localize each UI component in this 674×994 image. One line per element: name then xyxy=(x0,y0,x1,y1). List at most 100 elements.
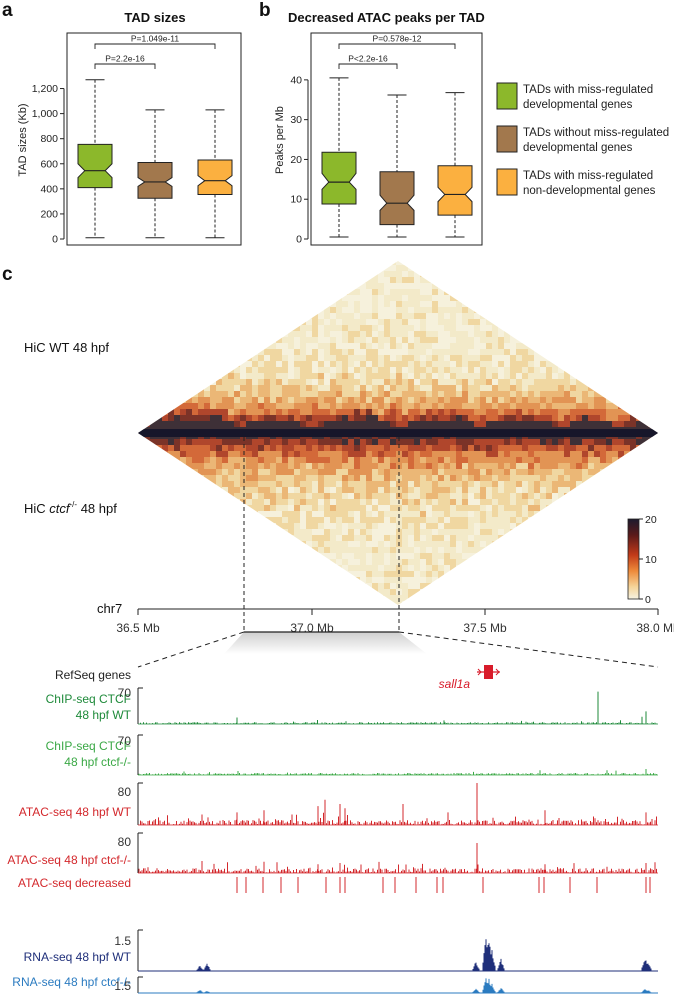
track-rna_ko: RNA-seq 48 hpf ctcf-/-1.5 xyxy=(12,975,658,994)
panel-letter-c: c xyxy=(2,264,13,285)
track-label: RNA-seq 48 hpf ctcf-/- xyxy=(12,975,131,989)
track-label: RNA-seq 48 hpf WT xyxy=(24,950,132,964)
chart-a-ytick-label: 400 xyxy=(40,183,58,195)
legend-label: non-developmental genes xyxy=(523,185,656,197)
legend-label: TADs with miss-regulated xyxy=(523,170,653,182)
hic-colorbar: 20 10 0 xyxy=(627,514,657,606)
chart-a-box-body xyxy=(197,159,233,195)
atac-signal xyxy=(138,783,657,825)
zoom-line-left xyxy=(137,631,245,668)
chart-a-ytick-label: 0 xyxy=(52,234,58,246)
panel-letter-a: a xyxy=(2,0,13,21)
panel-a: a TAD sizes TAD sizes (Kb) 0 200 400 600 800… xyxy=(2,0,242,246)
atac-signal xyxy=(138,843,657,873)
decreased-peaks xyxy=(236,877,651,893)
chart-b-title: Decreased ATAC peaks per TAD xyxy=(288,10,485,25)
gene-label-sall1a: sall1a xyxy=(439,677,471,691)
chart-b-box-body xyxy=(379,171,415,226)
legend-item-1: TADs with miss-regulated developmental ge… xyxy=(496,82,653,111)
colorbar-gradient xyxy=(627,518,640,600)
chart-a-bracket-1: P=1.049e-11 xyxy=(94,34,216,49)
chip-signal xyxy=(138,769,657,775)
chart-b-ytick-label: 20 xyxy=(290,154,302,166)
chart-a-box-2 xyxy=(137,109,173,239)
chart-b-box-2 xyxy=(379,94,415,238)
track-label: ATAC-seq 48 hpf ctcf-/- xyxy=(7,853,131,867)
legend-label: developmental genes xyxy=(523,99,633,111)
track-label: 48 hpf WT xyxy=(76,708,132,722)
chrom-tick-label: 37.5 Mb xyxy=(463,621,507,635)
chart-a-box-1 xyxy=(77,79,113,239)
track-rna_wt: RNA-seq 48 hpf WT 1.5 xyxy=(24,929,658,972)
hic-diagonal xyxy=(138,429,658,437)
chart-a-ytick-label: 1,200 xyxy=(32,83,58,95)
chart-a-ylabel: TAD sizes (Kb) xyxy=(17,103,29,176)
legend-label: TADs with miss-regulated xyxy=(523,84,653,96)
hic-cells xyxy=(138,261,658,605)
chart-b-ylabel: Peaks per Mb xyxy=(274,106,286,174)
track-decreased: ATAC-seq decreased xyxy=(18,876,651,893)
track-atac_ko: ATAC-seq 48 hpf ctcf-/- 80 xyxy=(7,832,658,874)
track-label: ChIP-seq CTCF xyxy=(46,739,131,753)
chart-a-boxes xyxy=(77,79,233,239)
chart-a-title: TAD sizes xyxy=(124,10,185,25)
chart-a-frame xyxy=(66,32,242,246)
track-scale: 80 xyxy=(118,835,132,849)
chart-b-pvalue: P<2.2e-16 xyxy=(348,54,388,64)
chrom-tick-label: 36.5 Mb xyxy=(116,621,160,635)
chart-b-frame xyxy=(310,32,483,246)
hic-ctcf-label: HiC ctcf-/- 48 hpf xyxy=(24,500,117,516)
colorbar-tick-label: 20 xyxy=(645,514,657,526)
chip-signal xyxy=(140,691,657,724)
colorbar-tick-label: 10 xyxy=(645,554,657,566)
track-scale: 70 xyxy=(118,686,132,700)
legend-label: developmental genes xyxy=(523,142,633,154)
panel-c: c HiC WT 48 hpf HiC ctcf-/- 48 hpf 20 10 0… xyxy=(2,261,674,994)
track-chip_wt: ChIP-seq CTCF 48 hpf WT 70 xyxy=(46,686,658,725)
track-scale: 1.5 xyxy=(114,979,131,993)
legend-item-2: TADs without miss-regulated developmental… xyxy=(496,125,669,154)
chart-a-ytick-label: 1,000 xyxy=(32,108,58,120)
legend-swatch xyxy=(496,125,518,153)
chrom-label: chr7 xyxy=(97,601,122,616)
box-legend: TADs with miss-regulated developmental ge… xyxy=(496,82,669,197)
chart-a-ytick-label: 800 xyxy=(40,133,58,145)
chart-b-box-3 xyxy=(437,92,473,238)
chart-a-box-body xyxy=(77,143,113,189)
chart-b-ytick-label: 40 xyxy=(290,74,302,86)
track-chip_ko: ChIP-seq CTCF 48 hpf ctcf-/- 70 xyxy=(46,734,658,776)
chart-b-bracket-1: P=0.578e-12 xyxy=(338,34,456,49)
track-atac_wt: ATAC-seq 48 hpf WT 80 xyxy=(19,782,658,826)
chart-a-bracket-2: P=2.2e-16 xyxy=(94,54,156,69)
chart-b-box-body xyxy=(321,151,357,205)
legend-swatch xyxy=(496,82,518,110)
track-scale: 80 xyxy=(118,785,132,799)
track-label: ATAC-seq decreased xyxy=(18,876,131,890)
track-scale: 1.5 xyxy=(114,934,131,948)
track-label: ATAC-seq 48 hpf WT xyxy=(19,805,132,819)
rna-signal xyxy=(196,939,652,971)
panel-b: b Decreased ATAC peaks per TAD Peaks per… xyxy=(259,0,485,246)
track-scale: 70 xyxy=(118,734,132,748)
chart-a-ytick-label: 200 xyxy=(40,208,58,220)
chrom-tick-label: 38.0 Mb xyxy=(636,621,674,635)
panel-letter-b: b xyxy=(259,0,271,21)
chart-b-boxes xyxy=(321,77,473,238)
colorbar-tick-label: 0 xyxy=(645,594,651,606)
sall1a-gene-model xyxy=(477,665,500,679)
zoom-wedge xyxy=(224,632,427,654)
chart-b-box-body xyxy=(437,165,473,216)
chart-b-ytick-label: 0 xyxy=(296,234,302,246)
chart-a-brackets: P=1.049e-11 P=2.2e-16 xyxy=(94,34,216,69)
zoom-line-right xyxy=(398,631,659,668)
track-label: 48 hpf ctcf-/- xyxy=(64,755,131,769)
chart-b-bracket-2: P<2.2e-16 xyxy=(338,54,398,69)
hic-map xyxy=(138,261,658,605)
chart-b-ytick-label: 30 xyxy=(290,114,302,126)
legend-swatch xyxy=(496,168,518,196)
track-label: ChIP-seq CTCF xyxy=(46,692,131,706)
hic-wt-label: HiC WT 48 hpf xyxy=(24,340,109,355)
